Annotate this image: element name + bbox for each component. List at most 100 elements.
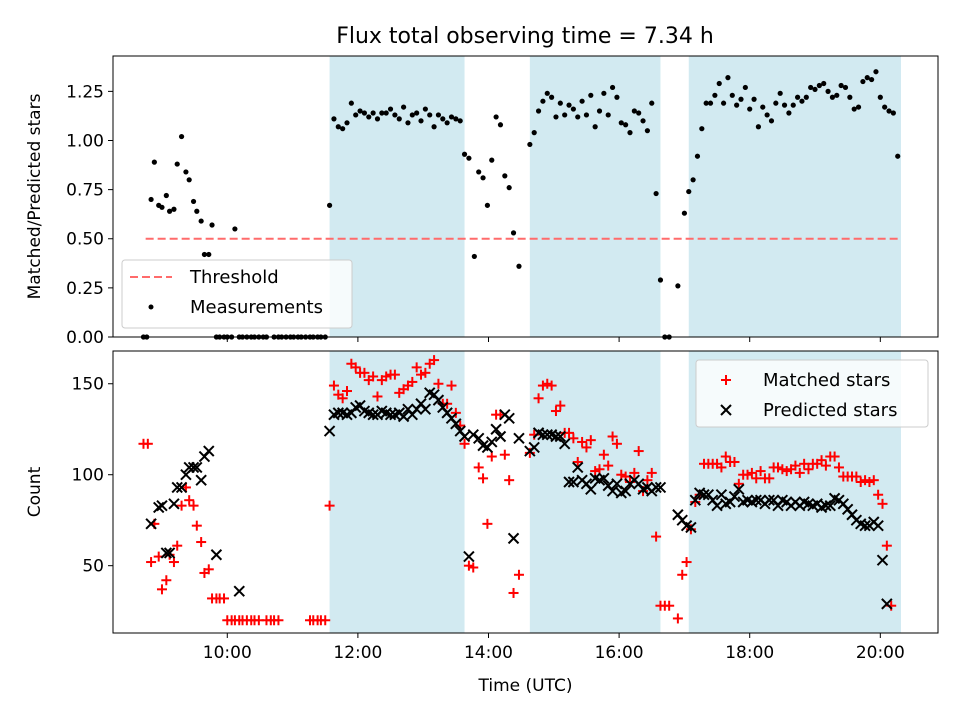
measurement-point [588, 92, 594, 98]
measurement-point [882, 104, 888, 110]
legend-measurements-swatch [148, 304, 154, 310]
predicted-star-point [458, 430, 471, 443]
matched-star-point [733, 478, 744, 489]
matched-star-point [572, 456, 583, 467]
matched-star-point [577, 436, 588, 447]
matched-star-point [690, 497, 701, 508]
predicted-star-point [558, 438, 571, 450]
matched-star-point [603, 460, 614, 471]
predicted-star-point [598, 472, 610, 485]
matched-star-point [672, 613, 683, 624]
matched-star-point [755, 466, 766, 477]
measurement-point [497, 122, 504, 128]
matched-star-point [542, 378, 553, 389]
matched-star-point [773, 462, 784, 473]
predicted-star-point [397, 410, 410, 423]
predicted-star-point [554, 430, 567, 443]
measurement-point [553, 114, 559, 120]
matched-star-point [219, 593, 230, 604]
predicted-star-point [872, 519, 884, 532]
matched-star-point [803, 464, 814, 475]
predicted-star-point [187, 461, 200, 474]
matched-star-point [478, 473, 489, 484]
measurement-point [392, 112, 398, 118]
measurement-point [794, 94, 801, 100]
matched-star-point [273, 615, 284, 626]
measurement-point [803, 94, 809, 100]
measurement-point [681, 210, 688, 216]
measurement-point [335, 124, 341, 130]
y-tick-label: 1.25 [66, 82, 104, 102]
measurement-point [864, 75, 870, 81]
measurement-point [838, 82, 844, 89]
measurement-point [825, 88, 831, 94]
matched-star-point [564, 427, 575, 438]
matched-star-point [568, 433, 579, 444]
predicted-star-point [432, 394, 445, 406]
matched-star-point [381, 371, 392, 382]
matched-star-point [585, 435, 596, 446]
matched-star-point [407, 376, 418, 387]
measurement-point [357, 108, 363, 114]
matched-star-point [594, 464, 605, 475]
predicted-star-point [572, 461, 584, 474]
predicted-star-point [733, 483, 745, 495]
measurement-point [405, 120, 411, 126]
predicted-star-point [820, 499, 832, 512]
measurement-point [786, 110, 792, 116]
measurement-point [366, 114, 372, 120]
matched-star-point [328, 380, 339, 391]
measurement-point [890, 110, 896, 116]
measurement-point [570, 106, 576, 112]
measurement-point [690, 177, 696, 183]
predicted-star-point [145, 518, 157, 530]
matched-star-point [546, 380, 557, 391]
matched-star-point [764, 473, 775, 484]
predicted-star-point [550, 430, 562, 443]
measurement-point [847, 94, 853, 100]
matched-star-point [533, 393, 544, 404]
matched-star-point [416, 369, 427, 380]
predicted-star-point [859, 519, 871, 532]
matched-star-point [633, 446, 644, 457]
predicted-star-point [463, 550, 475, 563]
measurement-point [712, 92, 718, 98]
measurement-point [209, 222, 215, 228]
matched-star-point [473, 462, 484, 473]
measurement-point [725, 75, 731, 81]
matched-star-point [781, 466, 792, 477]
matched-star-point [860, 475, 871, 486]
measurement-point [742, 84, 748, 91]
measurement-point [326, 202, 333, 208]
measurement-point [842, 84, 849, 91]
measurement-point [583, 112, 590, 118]
measurement-point [198, 218, 204, 224]
legend-predicted-swatch [720, 404, 732, 416]
top-y-axis-label: Matched/Predicted stars [25, 93, 45, 299]
measurement-point [636, 110, 642, 116]
measurement-point [609, 84, 616, 91]
measurement-point [851, 106, 857, 112]
predicted-star-point [537, 428, 549, 441]
predicted-star-point [419, 403, 432, 415]
matched-star-point [855, 476, 866, 487]
measurement-point [703, 100, 709, 106]
measurement-point [768, 118, 775, 124]
matched-star-point [537, 380, 548, 391]
predicted-star-point [233, 585, 245, 597]
matched-star-point [168, 557, 179, 568]
matched-star-point [389, 369, 400, 380]
measurement-point [601, 90, 607, 96]
measurement-point [707, 100, 714, 106]
matched-star-point [429, 355, 440, 366]
measurement-point [489, 157, 495, 163]
predicted-star-point [203, 445, 215, 457]
measurement-point [159, 204, 165, 210]
x-tick-label: 16:00 [595, 643, 644, 663]
predicted-star-point [750, 494, 762, 506]
measurement-point [614, 94, 620, 100]
measurement-point [649, 100, 655, 106]
matched-star-point [164, 549, 175, 560]
measurement-point [821, 80, 827, 87]
measurement-point [799, 98, 805, 104]
